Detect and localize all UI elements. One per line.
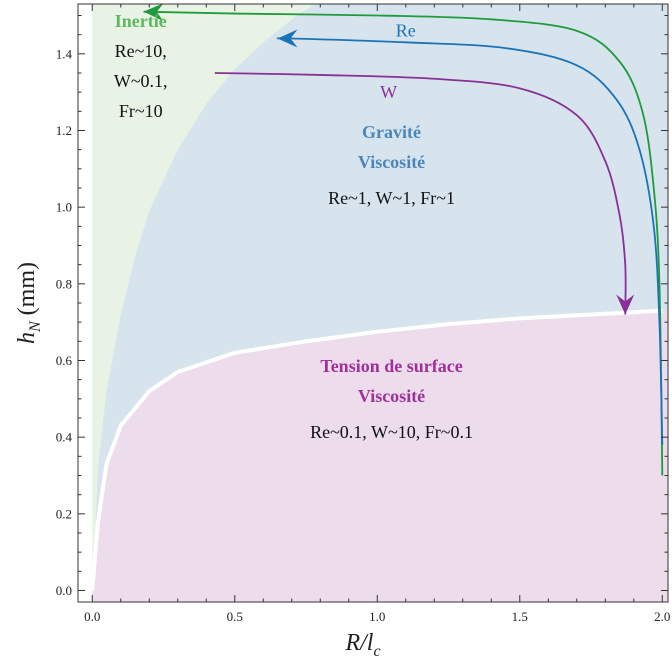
region-title-tension: Tension de surface bbox=[320, 356, 462, 376]
region-numbers-inertie: Fr~10 bbox=[119, 101, 163, 121]
y-tick-label: 0.6 bbox=[56, 353, 73, 368]
y-tick-label: 1.0 bbox=[56, 200, 72, 215]
series-line-fr bbox=[143, 10, 664, 476]
series-arrowhead-fr bbox=[143, 4, 164, 22]
region-subtitle-tension: Viscosité bbox=[358, 386, 425, 406]
series-label-fr: Fr bbox=[432, 0, 448, 4]
y-tick-label: 1.4 bbox=[56, 46, 73, 61]
regions-layer bbox=[78, 4, 668, 602]
left-margin-band bbox=[78, 4, 93, 602]
x-tick-label: 0.5 bbox=[227, 609, 243, 624]
region-tension bbox=[92, 310, 668, 602]
series-layer bbox=[143, 4, 664, 476]
y-axis-title: hN (mm) bbox=[14, 262, 44, 344]
series-arrowhead-re bbox=[277, 29, 298, 48]
axis-titles: R/lc hN (mm) bbox=[14, 262, 381, 660]
y-tick-label: 0.0 bbox=[56, 583, 72, 598]
region-numbers-tension: Re~0.1, W~10, Fr~0.1 bbox=[310, 422, 473, 442]
x-axis-title: R/lc bbox=[344, 630, 380, 660]
labels-layer: Inertie Re~10, W~0.1, Fr~10 Gravité Viscosité… bbox=[114, 0, 473, 442]
x-tick-label: 0.0 bbox=[84, 609, 100, 624]
y-tick-label: 0.8 bbox=[56, 276, 72, 291]
y-tick-label: 0.4 bbox=[56, 430, 73, 445]
x-tick-label: 1.0 bbox=[369, 609, 385, 624]
series-label-re: Re bbox=[396, 21, 416, 41]
region-title-gravite: Gravité bbox=[362, 122, 421, 142]
region-title-inertie: Inertie bbox=[115, 11, 167, 31]
region-subtitle-gravite: Viscosité bbox=[358, 152, 425, 172]
ticks-layer: 0.0 0.5 1.0 1.5 2.0 0.0 0.2 0.4 0.6 0.8 1.0 1.2 1.4 bbox=[56, 4, 670, 624]
y-tick-label: 0.2 bbox=[56, 506, 72, 521]
region-numbers-inertie: Re~10, bbox=[115, 41, 167, 61]
boundary-gravite-tension bbox=[90, 308, 663, 591]
y-tick-label: 1.2 bbox=[56, 123, 72, 138]
region-numbers-inertie: W~0.1, bbox=[114, 71, 168, 91]
series-label-w: W bbox=[380, 82, 397, 102]
x-tick-label: 1.5 bbox=[512, 609, 528, 624]
series-line-re bbox=[276, 37, 664, 445]
series-line-w bbox=[214, 72, 627, 315]
region-numbers-gravite: Re~1, W~1, Fr~1 bbox=[328, 188, 455, 208]
x-tick-label: 2.0 bbox=[654, 609, 670, 624]
series-arrowhead-w bbox=[616, 294, 635, 315]
